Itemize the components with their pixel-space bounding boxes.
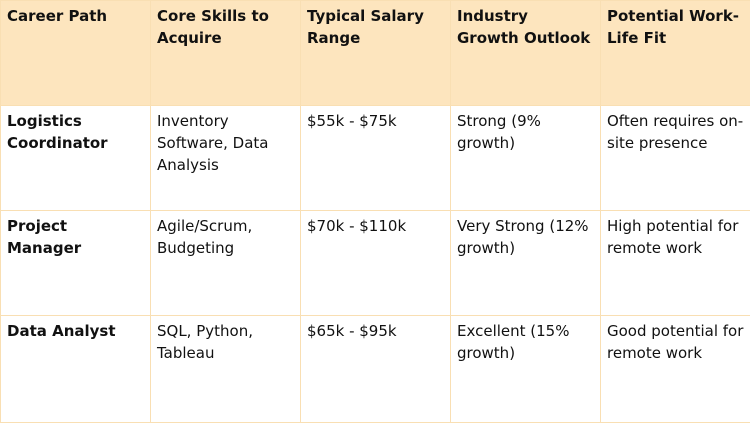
cell-growth-outlook: Strong (9% growth) xyxy=(451,106,601,211)
cell-career-path: Project Manager xyxy=(1,211,151,316)
cell-career-path: Data Analyst xyxy=(1,316,151,423)
cell-salary-range: $55k - $75k xyxy=(301,106,451,211)
header-growth-outlook: Industry Growth Outlook xyxy=(451,1,601,106)
cell-growth-outlook: Very Strong (12% growth) xyxy=(451,211,601,316)
cell-salary-range: $65k - $95k xyxy=(301,316,451,423)
cell-core-skills: Agile/Scrum, Budgeting xyxy=(151,211,301,316)
cell-core-skills: Inventory Software, Data Analysis xyxy=(151,106,301,211)
cell-work-life-fit: Often requires on-site presence xyxy=(601,106,750,211)
header-work-life-fit: Potential Work-Life Fit xyxy=(601,1,750,106)
table-header: Career Path Core Skills to Acquire Typic… xyxy=(1,1,750,106)
cell-growth-outlook: Excellent (15% growth) xyxy=(451,316,601,423)
cell-salary-range: $70k - $110k xyxy=(301,211,451,316)
table-row: Project Manager Agile/Scrum, Budgeting $… xyxy=(1,211,750,316)
header-salary-range: Typical Salary Range xyxy=(301,1,451,106)
table-body: Logistics Coordinator Inventory Software… xyxy=(1,106,750,423)
table-row: Logistics Coordinator Inventory Software… xyxy=(1,106,750,211)
header-career-path: Career Path xyxy=(1,1,151,106)
header-row: Career Path Core Skills to Acquire Typic… xyxy=(1,1,750,106)
cell-work-life-fit: Good potential for remote work xyxy=(601,316,750,423)
cell-career-path: Logistics Coordinator xyxy=(1,106,151,211)
cell-core-skills: SQL, Python, Tableau xyxy=(151,316,301,423)
header-core-skills: Core Skills to Acquire xyxy=(151,1,301,106)
cell-work-life-fit: High potential for remote work xyxy=(601,211,750,316)
table-row: Data Analyst SQL, Python, Tableau $65k -… xyxy=(1,316,750,423)
